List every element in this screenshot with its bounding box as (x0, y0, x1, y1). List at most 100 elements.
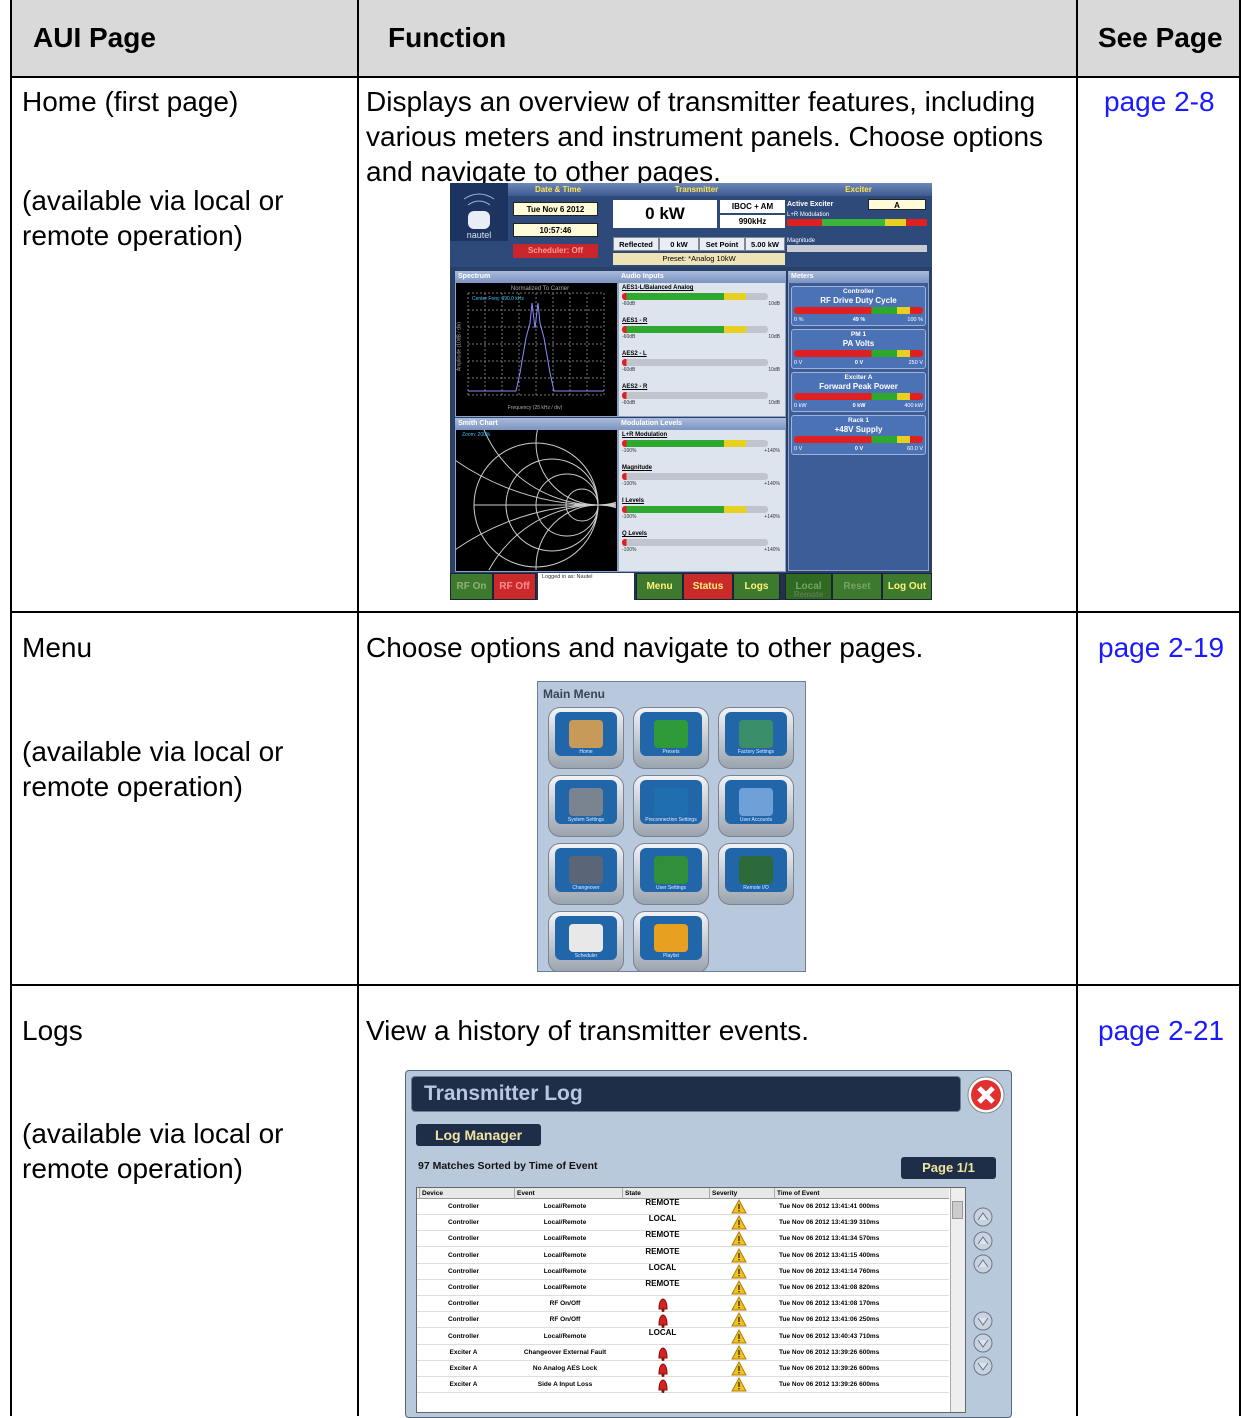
modulation-label: L+R Modulation (622, 432, 668, 438)
scale-label: +140% (764, 547, 780, 553)
log-device: Controller (447, 1219, 480, 1227)
scale-label: -100% (622, 481, 637, 487)
scale-label: -100% (622, 514, 637, 520)
page-name: Home (first page) (22, 86, 239, 117)
panel-header: Modulation Levels (618, 418, 786, 430)
scroll-button[interactable] (973, 1356, 993, 1376)
scroll-button[interactable] (973, 1333, 993, 1353)
scroll-button[interactable] (973, 1231, 993, 1251)
level-bar (622, 473, 768, 480)
home-button[interactable]: Local (785, 573, 832, 600)
page-button[interactable]: Page 1/1 (901, 1157, 996, 1179)
log-column-header: Time of Event (774, 1188, 952, 1199)
page-link[interactable]: page 2-19 (1098, 632, 1225, 663)
log-event: Local/Remote (543, 1235, 587, 1243)
menu-icon-art (725, 780, 787, 824)
login-box: Logged in as: Nautel (538, 573, 634, 600)
home-button[interactable]: RF On (450, 573, 493, 600)
log-state: LOCAL (648, 1327, 677, 1337)
scroll-button[interactable] (973, 1311, 993, 1331)
smith-zoom: Zoom: 200% (462, 432, 491, 438)
log-table (416, 1187, 966, 1413)
menu-icon-art (640, 780, 702, 824)
scroll-button[interactable] (973, 1207, 993, 1227)
scrollbar (950, 1188, 965, 1412)
meter-card (791, 415, 926, 455)
spectrum-xlabel: Frequency (25 kHz / div) (507, 405, 563, 411)
log-time: Tue Nov 06 2012 13:39:26 600ms (779, 1365, 880, 1372)
log-event: Changeover External Fault (523, 1348, 607, 1356)
menu-icon-art-art (640, 916, 702, 960)
meter-bar (794, 307, 923, 314)
border (1076, 0, 1078, 1416)
menu-label: Preconnection Settings (645, 817, 697, 823)
meter-min: 0 kW (794, 403, 807, 409)
scroll-button-art (973, 1231, 993, 1251)
scale-label: -60dB (622, 301, 636, 307)
scale-label: 10dB (768, 301, 780, 307)
remote-label: Remote (793, 590, 824, 599)
log-manager-button[interactable]: Log Manager (416, 1124, 541, 1146)
scroll-button[interactable] (973, 1254, 993, 1274)
smith-chart-art (456, 430, 616, 570)
meter-device: Exciter A (844, 374, 873, 381)
border (10, 611, 1241, 613)
menu-label: User Settings (655, 885, 686, 891)
panel-header: Smith Chart (455, 418, 618, 430)
menu-icon-art (555, 712, 617, 756)
log-row (417, 1361, 949, 1377)
spectrum-title: Normalized To Carrier (510, 286, 570, 292)
menu-label: System Settings (567, 817, 605, 823)
log-event: Local/Remote (543, 1251, 587, 1259)
home-button[interactable]: Menu (636, 573, 683, 600)
menu-icon-art (555, 780, 617, 824)
home-button[interactable]: Status (683, 573, 733, 600)
severity-icon (731, 1199, 747, 1215)
log-state: REMOTE (645, 1198, 680, 1207)
meter-label: Magnitude (787, 238, 816, 244)
audio-label: AES2 - L (622, 351, 647, 357)
panel-header: Audio Inputs (618, 271, 786, 283)
level-bar (622, 326, 768, 333)
meter-bar (787, 245, 927, 252)
home-button[interactable]: Logs (733, 573, 780, 600)
log-state: LOCAL (648, 1214, 677, 1224)
severity-icon-art (731, 1231, 747, 1246)
meter-max: 60.0 V (907, 446, 923, 452)
preset: Preset: *Analog 10kW (613, 253, 785, 265)
state-icon-art (658, 1298, 668, 1313)
log-device: Controller (447, 1332, 480, 1340)
log-row (417, 1264, 949, 1280)
close-button[interactable] (966, 1075, 1006, 1115)
scroll-button-art (973, 1333, 993, 1353)
level-bar (622, 392, 768, 399)
home-button[interactable]: Log Out (882, 573, 932, 600)
menu-label: Remote I/O (743, 885, 769, 891)
menu-title: Main Menu (543, 687, 605, 701)
modulation-label: Magnitude (622, 465, 652, 471)
severity-icon-art (731, 1296, 747, 1311)
severity-icon-art (731, 1247, 747, 1263)
scale-label: -60dB (622, 334, 636, 340)
log-row (417, 1199, 949, 1215)
level-bar (622, 293, 768, 300)
level-bar (622, 359, 768, 366)
meter-device: PM 1 (850, 331, 867, 338)
severity-icon (731, 1280, 747, 1296)
page-link[interactable]: page 2-8 (1104, 86, 1215, 117)
menu-icon-art (640, 916, 702, 960)
menu-icon-art-art (725, 848, 787, 892)
header-cell: See Page (1098, 22, 1223, 53)
home-button[interactable]: RF Off (493, 573, 536, 600)
smith-chart (456, 430, 616, 570)
power: 0 kW (613, 200, 717, 228)
home-button[interactable]: Reset (832, 573, 882, 600)
log-event: Local/Remote (543, 1203, 587, 1210)
log-time: Tue Nov 06 2012 13:41:06 250ms (779, 1316, 880, 1324)
severity-icon (731, 1328, 747, 1345)
availability: (available via local or remote operation… (22, 1118, 284, 1184)
scale-label: +140% (764, 514, 780, 520)
log-state: LOCAL (648, 1262, 677, 1272)
page-link[interactable]: page 2-21 (1098, 1015, 1225, 1046)
scale-label: 10dB (768, 367, 780, 373)
